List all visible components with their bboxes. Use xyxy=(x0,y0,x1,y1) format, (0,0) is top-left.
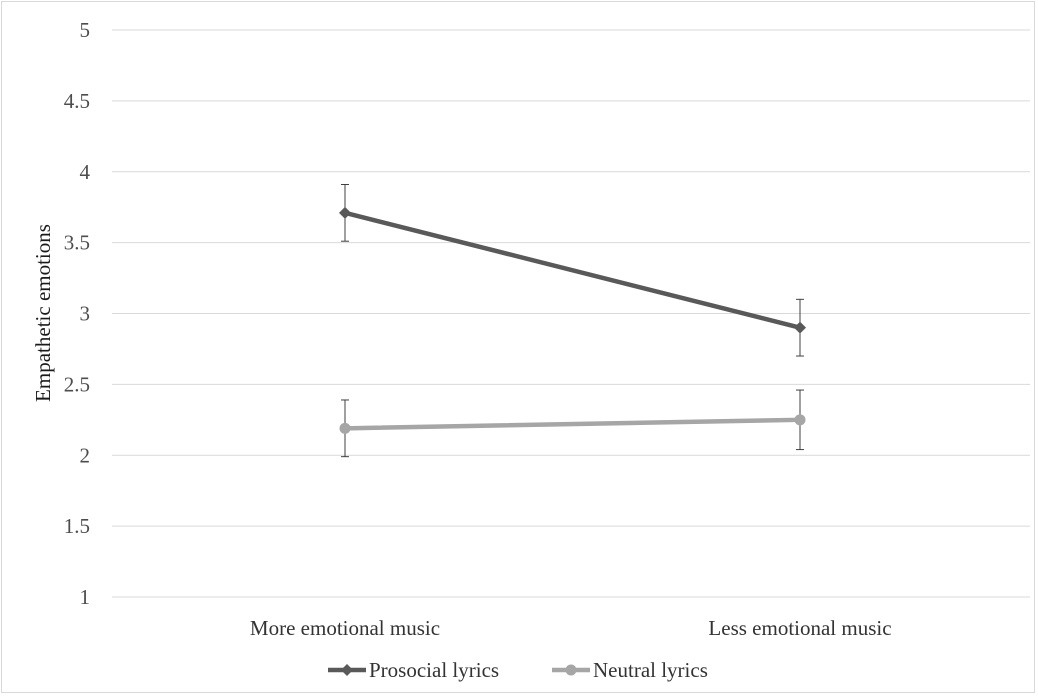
y-tick-label: 5 xyxy=(80,18,91,42)
y-tick-label: 4.5 xyxy=(64,89,90,113)
x-axis-categories: More emotional music Less emotional music xyxy=(250,616,892,640)
data-point-marker xyxy=(794,321,806,334)
x-category-label: More emotional music xyxy=(250,616,440,640)
series-line xyxy=(342,210,803,330)
series-line xyxy=(342,417,803,431)
legend-label: Neutral lyrics xyxy=(593,658,708,682)
data-point-marker xyxy=(339,422,351,434)
legend: Prosocial lyrics Neutral lyrics xyxy=(328,658,708,682)
y-tick-label: 3 xyxy=(80,302,91,326)
legend-swatch-marker xyxy=(565,664,577,676)
gridlines xyxy=(112,29,1030,598)
series-1 xyxy=(339,184,806,357)
y-tick-label: 4 xyxy=(80,160,91,184)
y-tick-label: 1.5 xyxy=(64,514,90,538)
y-tick-label: 2 xyxy=(80,443,91,467)
y-axis-title: Empathetic emotions xyxy=(31,224,55,402)
y-tick-label: 1 xyxy=(80,585,91,609)
series-2 xyxy=(339,389,806,458)
y-tick-label: 3.5 xyxy=(64,231,90,255)
y-axis-ticks: 1 1.5 2 2.5 3 3.5 4 4.5 5 xyxy=(64,18,91,609)
data-point-marker xyxy=(794,414,806,426)
legend-label: Prosocial lyrics xyxy=(369,658,499,682)
x-category-label: Less emotional music xyxy=(708,616,891,640)
data-point-marker xyxy=(339,206,351,219)
y-tick-label: 2.5 xyxy=(64,372,90,396)
legend-swatch-marker xyxy=(341,664,353,676)
series-plot-area xyxy=(339,184,806,458)
